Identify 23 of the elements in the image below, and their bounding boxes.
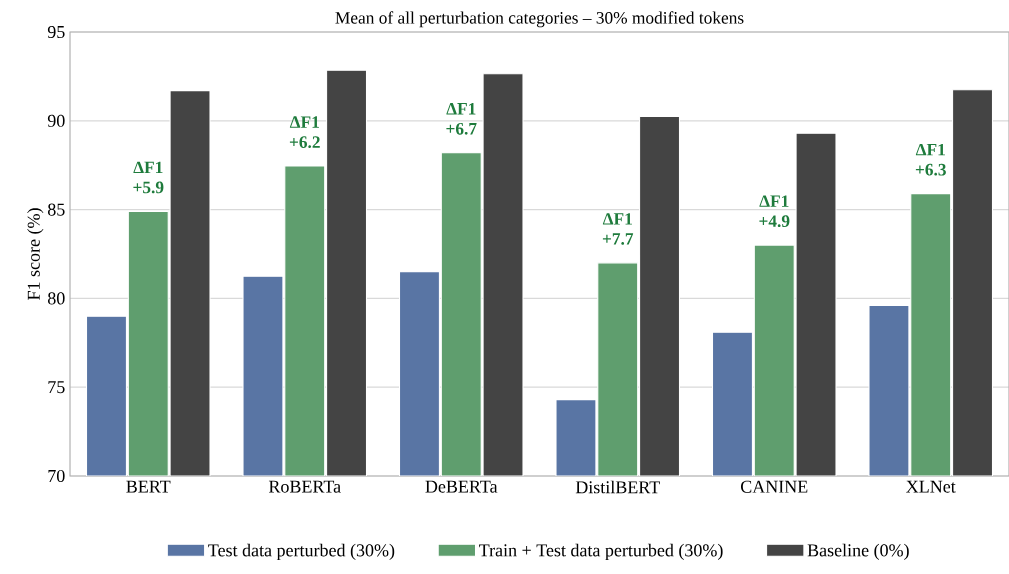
legend-label: Baseline (0%) — [807, 543, 909, 561]
chart-title: Mean of all perturbation categories – 30% modified tokens — [335, 11, 744, 28]
x-tick-label: RoBERTa — [268, 480, 341, 493]
x-tick-label: BERT — [126, 480, 171, 493]
x-tick-label: XLNet — [906, 480, 956, 493]
legend-label: Train + Test data perturbed (30%) — [479, 543, 723, 561]
y-axis-title: F1 score (%) — [27, 208, 44, 300]
annotation: ΔF1 +6.2 — [289, 116, 320, 149]
x-tick-label: DistilBERT — [575, 480, 660, 494]
y-tick-label: 90 — [47, 114, 65, 127]
y-tick-label: 80 — [47, 292, 65, 305]
annotation: ΔF1 +7.7 — [602, 213, 634, 245]
y-tick-label: 75 — [48, 381, 65, 394]
y-tick-label: 70 — [48, 469, 65, 483]
annotation: ΔF1 +6.3 — [915, 143, 946, 176]
x-tick-label: CANINE — [740, 480, 808, 493]
y-tick-label: 95 — [47, 25, 65, 39]
annotation: ΔF1 +4.9 — [759, 195, 790, 228]
legend-label: Test data perturbed (30%) — [208, 543, 395, 561]
annotation: ΔF1 +6.7 — [446, 103, 477, 135]
x-tick-label: DeBERTa — [425, 480, 498, 493]
y-tick-label: 85 — [47, 203, 65, 216]
annotation: ΔF1 +5.9 — [133, 161, 164, 194]
